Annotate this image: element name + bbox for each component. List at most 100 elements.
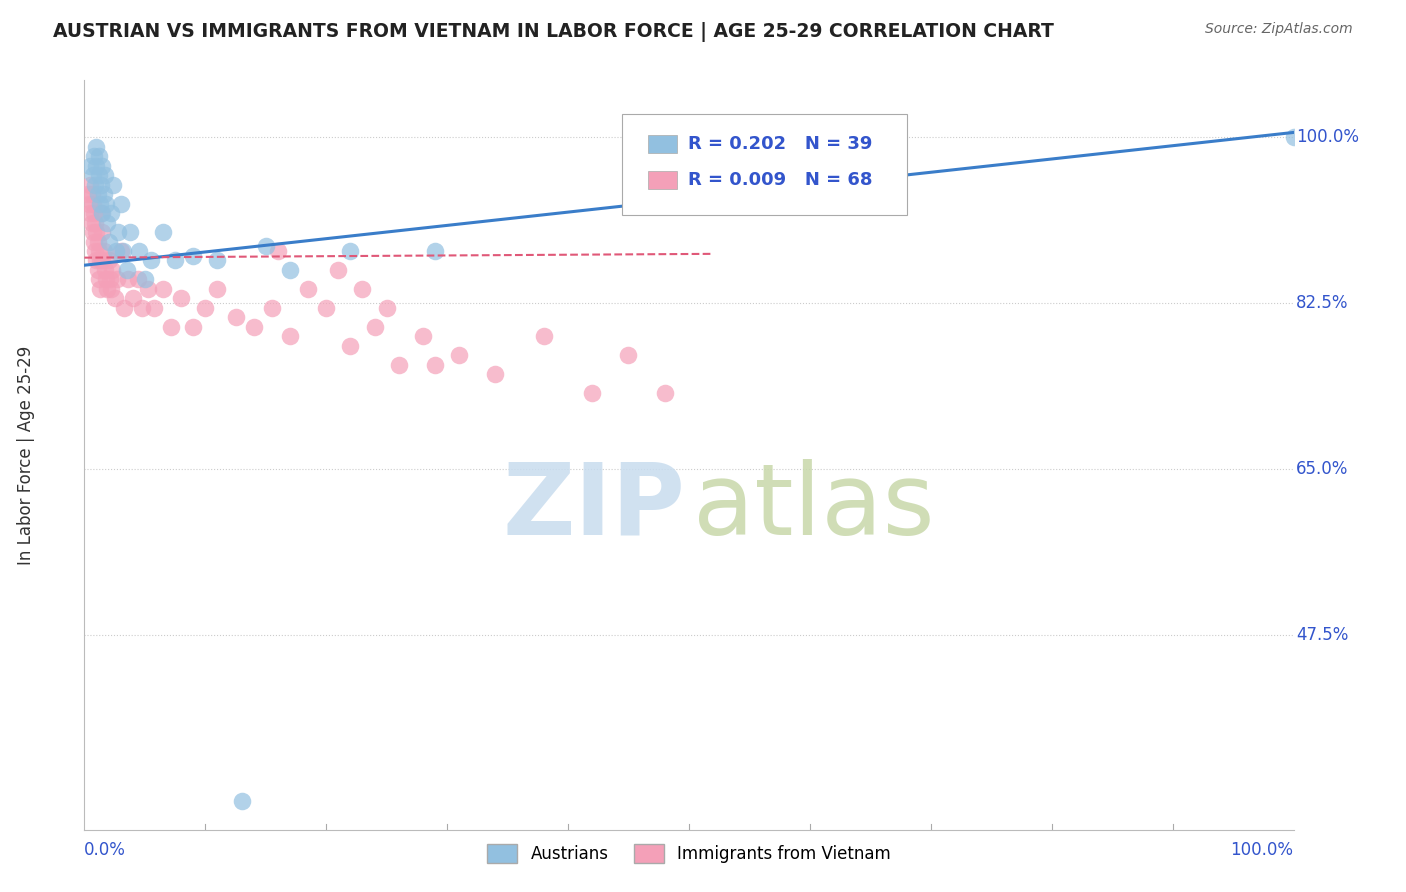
Text: 100.0%: 100.0%	[1296, 128, 1360, 146]
Point	[96, 282, 118, 296]
Point	[449, 348, 471, 362]
Point	[94, 168, 117, 182]
Point	[278, 263, 301, 277]
Point	[254, 239, 277, 253]
Point	[152, 225, 174, 239]
Point	[86, 253, 108, 268]
Point	[581, 386, 603, 401]
Point	[84, 215, 107, 229]
Point	[339, 244, 361, 258]
Point	[484, 368, 506, 382]
FancyBboxPatch shape	[623, 114, 907, 215]
Point	[77, 187, 100, 202]
Point	[121, 292, 143, 306]
Point	[128, 244, 150, 258]
Point	[112, 301, 135, 315]
Point	[388, 358, 411, 372]
Point	[100, 206, 122, 220]
Point	[533, 329, 555, 343]
Point	[89, 282, 111, 296]
Point	[89, 196, 111, 211]
Point	[297, 282, 319, 296]
Point	[328, 263, 350, 277]
Point	[80, 215, 103, 229]
Point	[97, 235, 120, 249]
Point	[107, 225, 129, 239]
Point	[207, 282, 229, 296]
Text: In Labor Force | Age 25-29: In Labor Force | Age 25-29	[17, 345, 35, 565]
Point	[194, 301, 217, 315]
Point	[104, 292, 127, 306]
Point	[86, 159, 108, 173]
Point	[104, 244, 127, 258]
Point	[112, 244, 135, 258]
Point	[339, 339, 361, 353]
Point	[80, 187, 103, 202]
Point	[654, 386, 676, 401]
Point	[110, 196, 132, 211]
Point	[260, 301, 283, 315]
Point	[423, 358, 446, 372]
Point	[83, 235, 105, 249]
Point	[91, 225, 114, 239]
Point	[1282, 130, 1305, 145]
Point	[90, 178, 112, 192]
Text: 82.5%: 82.5%	[1296, 294, 1348, 312]
Point	[94, 272, 117, 286]
Point	[120, 225, 142, 239]
Point	[134, 272, 156, 286]
Point	[87, 168, 110, 182]
Legend: Austrians, Immigrants from Vietnam: Austrians, Immigrants from Vietnam	[481, 838, 897, 870]
Point	[94, 196, 117, 211]
Point	[90, 206, 112, 220]
Point	[352, 282, 374, 296]
Point	[87, 244, 110, 258]
Text: R = 0.202   N = 39: R = 0.202 N = 39	[688, 135, 872, 153]
Point	[79, 159, 101, 173]
Point	[98, 272, 121, 286]
Point	[131, 301, 153, 315]
Point	[100, 282, 122, 296]
Point	[181, 319, 204, 334]
Point	[87, 149, 110, 163]
Point	[127, 272, 149, 286]
Point	[181, 249, 204, 263]
Point	[170, 292, 193, 306]
Point	[105, 272, 128, 286]
Point	[242, 319, 264, 334]
Text: 47.5%: 47.5%	[1296, 626, 1348, 644]
Point	[93, 244, 115, 258]
Point	[79, 178, 101, 192]
Point	[110, 244, 132, 258]
Point	[139, 253, 162, 268]
Point	[278, 329, 301, 343]
Point	[160, 319, 183, 334]
Point	[86, 139, 108, 153]
Point	[412, 329, 434, 343]
Point	[315, 301, 337, 315]
Text: AUSTRIAN VS IMMIGRANTS FROM VIETNAM IN LABOR FORCE | AGE 25-29 CORRELATION CHART: AUSTRIAN VS IMMIGRANTS FROM VIETNAM IN L…	[53, 22, 1054, 42]
Point	[103, 178, 125, 192]
Point	[87, 272, 110, 286]
Point	[86, 263, 108, 277]
Point	[267, 244, 290, 258]
Point	[83, 206, 105, 220]
Point	[83, 149, 105, 163]
Point	[86, 187, 108, 202]
Point	[101, 263, 124, 277]
Point	[115, 263, 138, 277]
Point	[82, 168, 104, 182]
Text: ZIP: ZIP	[502, 458, 685, 556]
Point	[117, 272, 139, 286]
Point	[138, 282, 160, 296]
Text: R = 0.009   N = 68: R = 0.009 N = 68	[688, 171, 872, 189]
Text: 0.0%: 0.0%	[84, 841, 127, 859]
Point	[152, 282, 174, 296]
Point	[82, 225, 104, 239]
Point	[165, 253, 187, 268]
Text: 100.0%: 100.0%	[1230, 841, 1294, 859]
Point	[94, 263, 117, 277]
FancyBboxPatch shape	[648, 171, 676, 189]
FancyBboxPatch shape	[648, 135, 676, 153]
Text: atlas: atlas	[693, 458, 934, 556]
